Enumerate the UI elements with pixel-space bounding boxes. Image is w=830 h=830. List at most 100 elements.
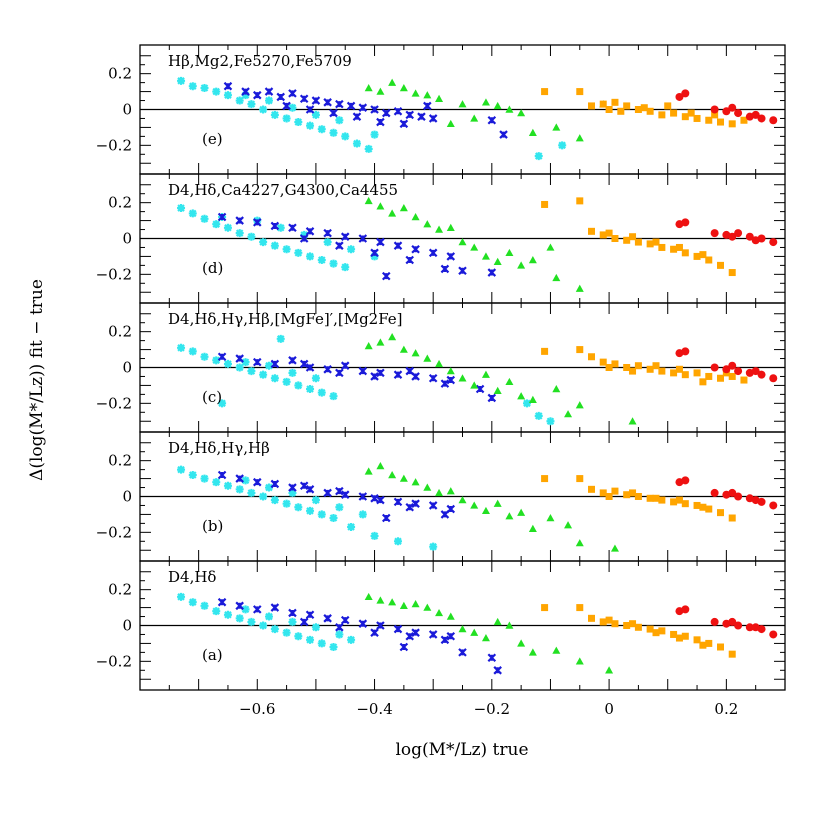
y-tick-label: 0 — [122, 617, 132, 635]
panels: −0.2 0 0.2 Hβ,Mg2,Fe5270,Fe5709 (e) −0.2 0 0.2 D… — [96, 44, 786, 691]
data-point-red — [710, 363, 719, 372]
data-point-orange — [658, 367, 666, 375]
data-point-blue — [299, 94, 309, 104]
data-point-blue — [376, 368, 385, 378]
data-point-orange — [658, 111, 666, 119]
data-point-cyan — [218, 399, 227, 408]
data-point-cyan — [306, 121, 315, 130]
data-point-cyan — [188, 471, 197, 479]
data-point-red — [681, 347, 690, 356]
data-point-red — [710, 488, 719, 497]
data-point-orange — [541, 604, 549, 612]
data-point-blue — [241, 87, 250, 96]
y-tick-label: −0.2 — [96, 394, 132, 412]
data-point-blue — [381, 271, 391, 281]
data-point-red — [745, 623, 754, 632]
data-point-blue — [299, 481, 309, 491]
data-point-green — [458, 496, 467, 504]
data-point-blue — [440, 379, 450, 388]
data-point-green — [376, 202, 385, 210]
data-point-cyan — [241, 605, 250, 614]
data-point-orange — [576, 475, 584, 483]
data-point-blue — [381, 513, 391, 523]
data-point-blue — [264, 87, 274, 96]
data-point-cyan — [306, 385, 315, 393]
data-point-blue — [428, 501, 438, 510]
data-point-orange — [652, 362, 660, 370]
data-point-green — [575, 401, 584, 409]
data-point-blue — [305, 363, 315, 372]
panel-letter: (c) — [202, 388, 222, 406]
data-point-orange — [611, 487, 619, 495]
data-point-green — [470, 114, 479, 122]
data-point-green — [446, 223, 455, 231]
data-point-green — [528, 395, 537, 403]
panel-c: −0.2 0 0.2 D4,Hδ,Hγ,Hβ,[MgFe]′,[Mg2Fe] (c) — [96, 302, 786, 433]
data-point-orange — [693, 501, 701, 509]
data-point-cyan — [259, 492, 268, 501]
data-point-orange — [541, 200, 549, 208]
data-point-cyan — [265, 483, 273, 492]
data-point-cyan — [259, 370, 268, 379]
data-point-green — [552, 385, 561, 393]
data-point-green — [458, 100, 467, 108]
data-point-green — [435, 359, 444, 368]
data-point-orange — [646, 365, 654, 373]
data-point-green — [446, 119, 455, 128]
panel-title: D4,Hδ,Hγ,Hβ — [168, 439, 270, 457]
data-point-cyan — [177, 204, 186, 213]
data-point-orange — [699, 378, 707, 386]
data-point-orange — [664, 102, 672, 110]
data-point-green — [528, 256, 537, 264]
data-point-blue — [299, 617, 309, 627]
data-point-cyan — [212, 607, 221, 616]
data-point-green — [517, 109, 526, 117]
data-point-orange — [705, 116, 713, 124]
data-point-cyan — [270, 374, 279, 383]
data-point-orange — [699, 251, 707, 259]
data-point-cyan — [235, 614, 244, 623]
data-point-cyan — [177, 592, 186, 601]
data-point-orange — [623, 236, 631, 244]
data-point-orange — [605, 364, 613, 371]
data-point-blue — [487, 393, 497, 403]
data-point-cyan — [329, 643, 338, 651]
data-point-red — [769, 116, 778, 125]
data-point-orange — [728, 372, 736, 380]
data-point-green — [446, 367, 455, 375]
y-tick-label: −0.2 — [96, 652, 132, 670]
data-point-green — [399, 601, 408, 609]
data-point-red — [769, 630, 778, 639]
data-point-green — [575, 539, 584, 547]
y-tick-label: −0.2 — [96, 136, 132, 154]
data-point-orange — [681, 249, 689, 257]
data-point-blue — [305, 485, 315, 494]
data-point-cyan — [247, 100, 256, 109]
data-point-green — [505, 377, 514, 386]
data-point-cyan — [265, 96, 273, 105]
data-point-cyan — [177, 465, 186, 474]
data-point-blue — [411, 628, 420, 637]
data-point-blue — [358, 492, 368, 501]
data-point-blue — [352, 112, 362, 121]
data-point-blue — [487, 653, 497, 663]
data-point-orange — [646, 107, 654, 115]
data-point-blue — [235, 601, 244, 611]
data-point-orange — [705, 372, 713, 380]
data-point-orange — [640, 104, 648, 112]
data-point-blue — [411, 244, 420, 254]
data-point-blue — [411, 499, 420, 508]
data-point-blue — [270, 221, 280, 231]
data-point-blue — [340, 361, 350, 370]
data-point-red — [757, 370, 766, 379]
data-point-green — [505, 248, 514, 257]
data-point-green — [505, 621, 514, 629]
data-point-orange — [588, 614, 595, 622]
data-point-green — [517, 392, 526, 400]
data-point-cyan — [300, 230, 309, 239]
data-point-green — [411, 349, 420, 357]
data-point-blue — [428, 114, 438, 123]
y-tick-label: 0.2 — [108, 65, 132, 83]
data-point-green — [493, 101, 502, 110]
panel-title: D4,Hδ — [168, 568, 216, 586]
